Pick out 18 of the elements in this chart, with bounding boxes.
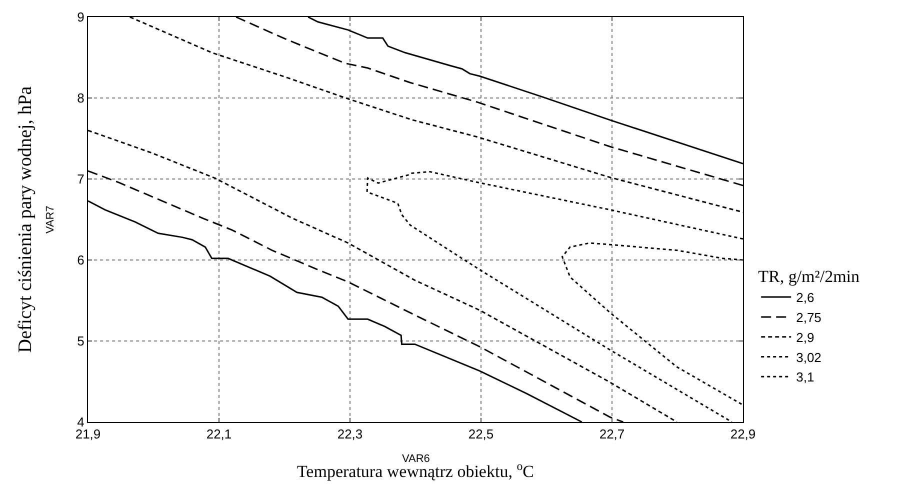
y-tick-label: 9 bbox=[77, 10, 84, 25]
y-tick-label: 7 bbox=[77, 172, 84, 187]
y-tick-label: 6 bbox=[77, 252, 84, 268]
y-axis-title: Deficyt ciśnienia pary wodnej, hPa bbox=[15, 86, 36, 353]
text: VAR7 bbox=[44, 206, 56, 234]
x-tick-label: 22,5 bbox=[468, 426, 494, 442]
legend-label: 3,02 bbox=[796, 350, 822, 365]
x-tick-label: 22,3 bbox=[337, 426, 363, 442]
legend-label: 2,75 bbox=[796, 310, 822, 326]
x-tick-label: 22,1 bbox=[206, 426, 232, 442]
legend-label: 2,6 bbox=[796, 290, 814, 306]
y-tick-label: 5 bbox=[77, 334, 84, 349]
legend-title: TR, g/m²/2min bbox=[758, 267, 860, 286]
x-tick-label: 22,7 bbox=[599, 426, 625, 442]
y-tick-label: 8 bbox=[77, 90, 84, 106]
legend-label: 3,1 bbox=[796, 370, 814, 385]
legend-label: 2,9 bbox=[796, 330, 814, 345]
x-tick-label: 22,9 bbox=[730, 426, 756, 442]
